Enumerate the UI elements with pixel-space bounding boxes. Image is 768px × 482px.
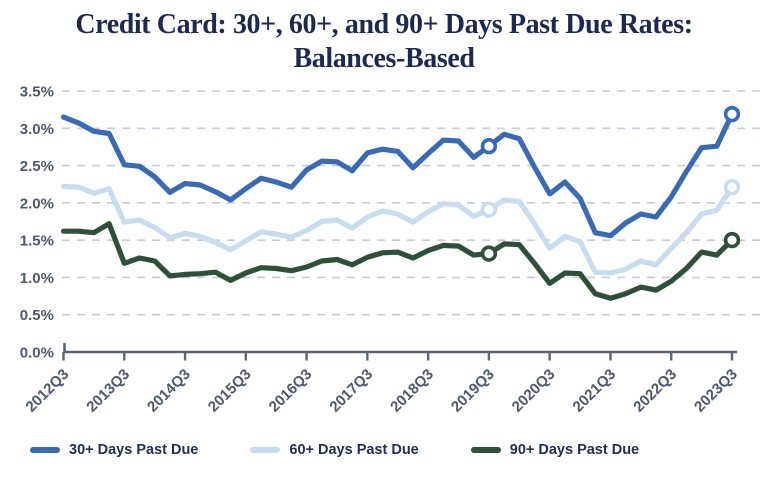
x-tick-label: 2014Q3 bbox=[144, 366, 194, 416]
x-axis-labels: 2012Q3 2013Q3 2014Q3 2015Q3 2016Q3 2017Q3 2018… bbox=[23, 366, 741, 416]
series-line-1 bbox=[60, 183, 735, 276]
y-tick-label: 3.5% bbox=[20, 84, 54, 101]
legend-item-90-plus-label: 90+ Days Past Due bbox=[509, 442, 640, 458]
x-tick-label: 2019Q3 bbox=[448, 366, 498, 416]
series-marker-2 bbox=[723, 231, 741, 249]
legend-item-60-plus: 60+ Days Past Due bbox=[250, 442, 419, 458]
x-tick-label: 2012Q3 bbox=[23, 366, 73, 416]
legend-item-60-plus-label: 60+ Days Past Due bbox=[289, 442, 419, 458]
legend-item-60-plus-swatch bbox=[250, 447, 281, 453]
gridlines bbox=[62, 90, 762, 316]
x-tick-label: 2022Q3 bbox=[630, 366, 680, 416]
series-marker-1 bbox=[723, 179, 741, 196]
y-tick-label: 0.5% bbox=[20, 307, 54, 324]
series-marker-1 bbox=[480, 201, 498, 218]
x-tick-label: 2020Q3 bbox=[509, 366, 559, 416]
y-tick-label: 1.0% bbox=[20, 270, 54, 287]
series-marker-0 bbox=[723, 105, 741, 123]
x-tick-label: 2023Q3 bbox=[691, 366, 741, 416]
y-tick-label: 2.0% bbox=[20, 195, 54, 212]
series-line-0 bbox=[60, 111, 735, 239]
x-tick-label: 2016Q3 bbox=[266, 366, 316, 416]
series-line-2 bbox=[60, 221, 735, 301]
y-tick-label: 2.5% bbox=[20, 158, 54, 175]
legend-item-90-plus: 90+ Days Past Due bbox=[470, 442, 640, 458]
y-tick-label: 0.0% bbox=[20, 345, 54, 362]
x-axis bbox=[62, 343, 737, 361]
x-tick-label: 2013Q3 bbox=[83, 366, 133, 416]
chart-title-line-1: Credit Card: 30+, 60+, and 90+ Days Past… bbox=[75, 9, 693, 40]
x-tick-label: 2015Q3 bbox=[205, 366, 255, 416]
legend-item-30-plus: 30+ Days Past Due bbox=[30, 442, 198, 458]
legend-item-30-plus-swatch bbox=[30, 447, 60, 453]
legend-item-90-plus-swatch bbox=[470, 447, 501, 453]
x-tick-label: 2018Q3 bbox=[387, 366, 437, 416]
chart-title: Credit Card: 30+, 60+, and 90+ Days Past… bbox=[0, 8, 768, 75]
chart-legend: 30+ Days Past Due 60+ Days Past Due 90+ Da… bbox=[30, 442, 639, 458]
legend-item-30-plus-label: 30+ Days Past Due bbox=[69, 442, 199, 458]
y-axis-labels: 0.0% 0.5% 1.0% 1.5% 2.0% 2.5% 3.0% 3.5% bbox=[20, 84, 54, 362]
y-tick-label: 1.5% bbox=[20, 233, 54, 250]
chart-title-line-2: Balances-Based bbox=[293, 42, 475, 74]
series-marker-0 bbox=[480, 138, 498, 155]
series-marker-2 bbox=[480, 245, 498, 262]
x-tick-label: 2017Q3 bbox=[326, 366, 376, 416]
y-tick-label: 3.0% bbox=[20, 121, 54, 138]
x-tick-label: 2021Q3 bbox=[570, 366, 620, 416]
